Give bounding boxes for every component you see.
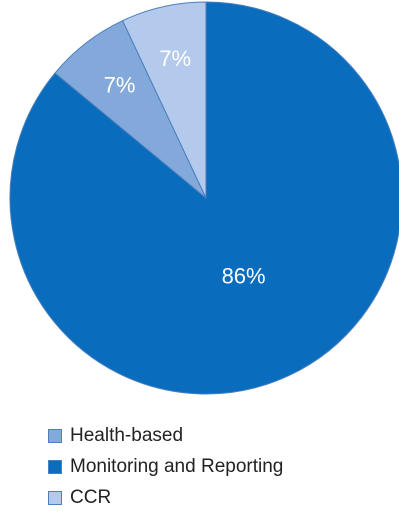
legend-item-health-based: Health-based (48, 420, 283, 451)
legend-item-monitoring-and-reporting: Monitoring and Reporting (48, 451, 283, 482)
slice-label-ccr: 7% (159, 46, 191, 71)
pie-slices (9, 1, 399, 395)
legend: Health-based Monitoring and Reporting CC… (48, 420, 283, 513)
legend-swatch-health-based (48, 428, 62, 443)
pie-labels: 86% 7% 7% (104, 46, 266, 288)
pie-slice-ccr (121, 1, 207, 199)
legend-swatch-ccr (48, 490, 62, 505)
legend-item-ccr: CCR (48, 482, 283, 513)
slice-label-monitoring-and-reporting: 86% (222, 264, 266, 289)
legend-label-monitoring-and-reporting: Monitoring and Reporting (70, 455, 284, 477)
legend-label-ccr: CCR (70, 486, 112, 508)
slice-label-health-based: 7% (104, 72, 136, 97)
legend-label-health-based: Health-based (70, 424, 184, 446)
pie-slice-monitoring-and-reporting (9, 1, 399, 395)
legend-swatch-monitoring-and-reporting (48, 459, 62, 474)
pie-chart: 86% 7% 7% (9, 1, 399, 395)
